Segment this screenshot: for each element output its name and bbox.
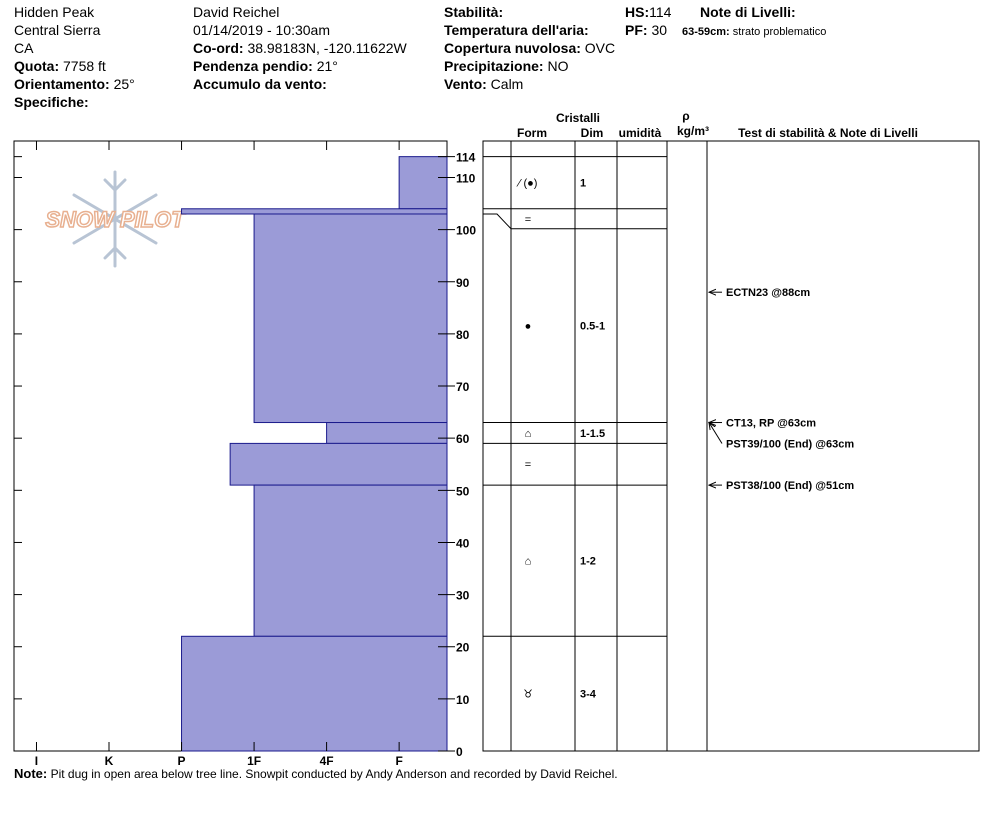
datetime: 01/14/2019 - 10:30am [193,22,330,38]
x-tick-label: 1F [247,754,261,768]
label: Co-ord: [193,40,244,56]
hardness-bar [253,484,448,637]
label: Orientamento: [14,76,110,92]
logo [72,170,158,268]
y-tick-label: 60 [456,432,470,446]
hardness-bar [229,442,448,486]
grain-form: ⌂ [525,428,532,440]
x-tick-label: I [35,754,38,768]
grain-size: 1-2 [580,556,596,568]
grain-size: 1-1.5 [580,428,605,440]
y-tick-label: 80 [456,328,470,342]
table-columns [510,141,708,751]
wind: Vento: Calm [444,76,523,92]
label: Pendenza pendio: [193,58,313,74]
value: 30 [651,22,667,38]
x-tick-label: K [105,754,114,768]
state: CA [14,40,34,56]
label: Precipitazione: [444,58,544,74]
y-tick-label: 70 [456,380,470,394]
range: 63-59cm: [682,26,730,38]
test-label: ECTN23 @88cm [726,287,810,299]
grain-form: = [525,214,531,226]
value: 25° [114,76,135,92]
text: strato problematico [733,26,827,38]
observer: David Reichel [193,4,279,20]
x-tick-label: 4F [320,754,334,768]
range: Central Sierra [14,22,101,38]
col-form: Form [517,126,547,140]
y-tick-label: 114 [456,151,476,165]
test-label: CT13, RP @63cm [726,418,816,430]
hardness-bar [326,422,448,444]
hardness-bar [181,208,448,215]
col-density-unit: kg/m³ [677,124,709,138]
layer-line [483,213,667,230]
grain-form: ⁄ (●) [516,178,538,190]
grain-form: = [525,459,531,471]
grain-form: ♉ [523,689,533,701]
x-tick-label: P [178,754,186,768]
y-tick-label: 110 [456,171,476,185]
value: NO [547,58,568,74]
y-tick-label: 50 [456,484,470,498]
specifics: Specifiche: [14,94,89,110]
y-tick-label: 90 [456,276,470,290]
test-label: PST38/100 (End) @51cm [726,480,854,492]
label: Quota: [14,58,59,74]
wind-loading: Accumulo da vento: [193,76,327,92]
value: 21° [317,58,338,74]
note: Note: Pit dug in open area below tree li… [14,766,618,781]
test-arrow [709,423,723,444]
slope: Pendenza pendio: 21° [193,58,338,74]
text: Pit dug in open area below tree line. Sn… [51,767,618,781]
hs: HS:114 [625,4,672,20]
y-tick-label: 30 [456,589,470,603]
site: Hidden Peak [14,4,95,20]
logo-text: SNOW PILOT [45,207,186,232]
layer-note: 63-59cm: strato problematico [682,26,826,38]
y-tick-label: 40 [456,536,470,550]
stability: Stabilità: [444,4,503,20]
label: PF: [625,22,648,38]
label: Copertura nuvolosa: [444,40,581,56]
label: Vento: [444,76,487,92]
y-tick-label: 0 [456,745,463,759]
grain-form: ● [525,321,532,333]
precip: Precipitazione: NO [444,58,569,74]
col-density-symbol: ρ [682,109,689,123]
col-crystals: Cristalli [556,111,600,125]
aspect: Orientamento: 25° [14,76,135,92]
value: Calm [491,76,524,92]
value: 7758 ft [63,58,106,74]
table-frame [482,140,980,752]
col-tests: Test di stabilità & Note di Livelli [738,126,918,140]
y-tick-label: 10 [456,693,470,707]
label: HS: [625,4,649,20]
label: Note: [14,766,47,781]
coords: Co-ord: 38.98183N, -120.11622W [193,40,408,56]
test-label: PST39/100 (End) @63cm [726,439,854,451]
y-tick-label: 100 [456,224,476,238]
value: OVC [585,40,615,56]
hardness-bar [253,213,448,424]
x-tick-label: F [395,754,402,768]
grain-form: ⌂ [525,556,532,568]
sky: Copertura nuvolosa: OVC [444,40,615,56]
col-size: Dim [581,126,604,140]
col-moisture: umidità [619,126,662,140]
grain-size: 3-4 [580,689,597,701]
value: 114 [649,4,672,20]
layer-notes-title: Note di Livelli: [700,4,796,20]
grain-size: 1 [580,178,586,190]
hardness-bar [398,156,448,210]
pf: PF: 30 [625,22,667,38]
air-temp: Temperatura dell'aria: [444,22,589,38]
grain-size: 0.5-1 [580,321,605,333]
elevation: Quota: 7758 ft [14,58,106,74]
value: 38.98183N, -120.11622W [247,40,407,56]
y-tick-label: 20 [456,641,470,655]
hardness-bar [181,635,448,752]
